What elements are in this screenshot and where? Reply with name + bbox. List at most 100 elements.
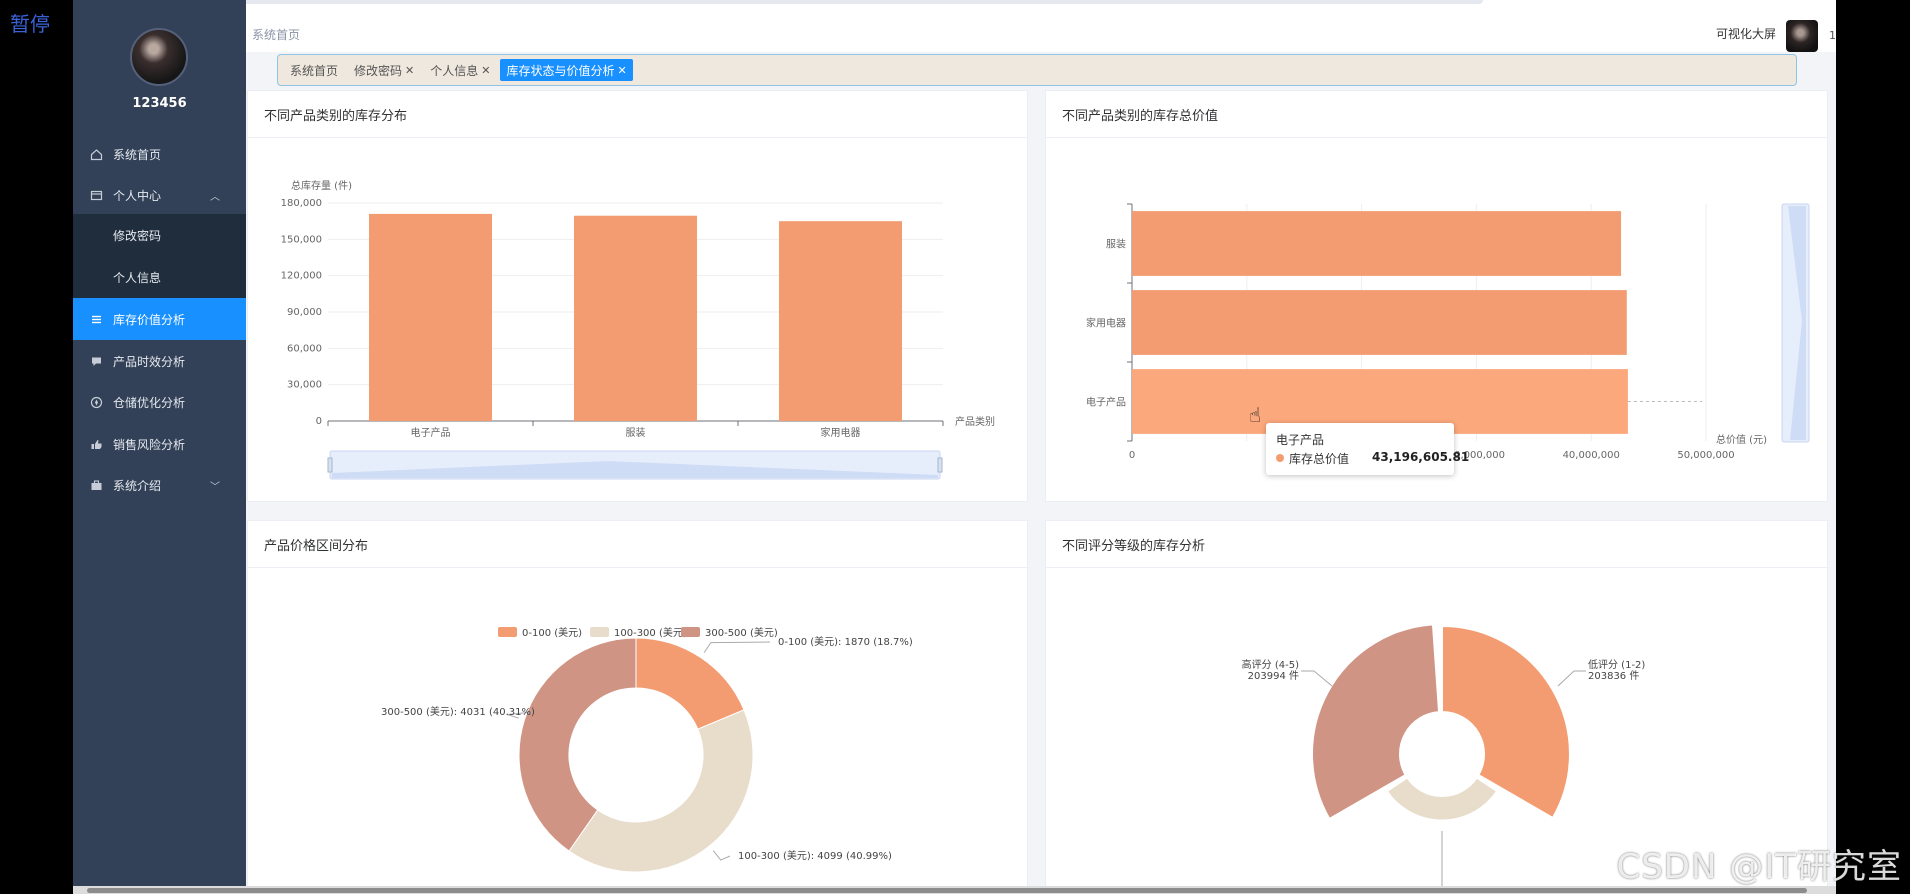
chat-bubble-icon	[89, 354, 103, 368]
rose-slice	[1441, 625, 1571, 819]
label-leader-line	[507, 711, 534, 719]
datazoom-shadow	[1788, 206, 1806, 440]
y-tick-label: 120,000	[281, 271, 322, 282]
slice-label: 100-300 (美元): 4099 (40.99%)	[738, 849, 892, 862]
card-divider	[248, 137, 1027, 138]
x-tick-label: 电子产品	[411, 426, 451, 439]
pie-slice	[568, 709, 754, 873]
slice-label: 0-100 (美元): 1870 (18.7%)	[778, 635, 913, 648]
legend-swatch	[681, 627, 700, 637]
y-tick-label: 180,000	[281, 198, 322, 209]
tab-inventory-status-value[interactable]: 库存状态与价值分析 ✕	[500, 59, 633, 81]
slice-label: 203994 件	[1248, 670, 1299, 682]
tooltip-series-dot	[1276, 454, 1284, 462]
sidebar-item-system-intro[interactable]: 系统介绍 ﹀	[73, 464, 246, 506]
y-tick-label: 150,000	[281, 234, 322, 245]
close-icon[interactable]: ✕	[405, 63, 415, 77]
tab-change-password[interactable]: 修改密码 ✕	[348, 59, 420, 81]
x-axis-label: 产品类别	[955, 415, 995, 428]
y-tick-label: 服装	[1106, 238, 1126, 251]
rose-slice	[1385, 776, 1499, 822]
x-tick-label: 服装	[626, 426, 646, 439]
x-tick-label: 50,000,000	[1677, 450, 1734, 461]
avatar[interactable]	[130, 28, 188, 86]
y-tick-label: 0	[316, 416, 322, 427]
legend-swatch	[498, 627, 517, 637]
label-leader-line	[1557, 670, 1586, 687]
tab-home[interactable]: 系统首页	[284, 59, 344, 81]
datazoom-handle-right	[937, 457, 943, 473]
tab-label: 库存状态与价值分析	[506, 63, 615, 78]
sidebar-item-label: 个人中心	[113, 188, 162, 203]
tooltip-value: 43,196,605.81	[1372, 450, 1470, 464]
legend-label: 0-100 (美元)	[522, 626, 582, 639]
sidebar-item-sales-risk[interactable]: 销售风险分析	[73, 423, 246, 465]
sidebar-item-storage-optimization[interactable]: 仓储优化分析	[73, 381, 246, 423]
breadcrumb[interactable]: 系统首页	[252, 28, 301, 42]
sidebar-item-label: 修改密码	[113, 228, 162, 243]
home-icon	[89, 147, 103, 161]
big-screen-link[interactable]: 可视化大屏	[1716, 27, 1777, 41]
slice-label: 低评分 (1-2)	[1588, 658, 1645, 671]
pie-slice	[635, 637, 745, 730]
bar	[1132, 290, 1627, 355]
scrollbar-thumb[interactable]	[87, 888, 1807, 893]
sidebar-item-inventory-value[interactable]: 库存价值分析	[73, 298, 246, 340]
tooltip-title: 电子产品	[1276, 433, 1325, 447]
sidebar-item-label: 库存价值分析	[113, 312, 186, 327]
sidebar-item-label: 产品时效分析	[113, 354, 186, 369]
tab-personal-info[interactable]: 个人信息 ✕	[424, 59, 496, 81]
tabs-bar: 系统首页 修改密码 ✕ 个人信息 ✕ 库存状态与价值分析 ✕	[277, 54, 1797, 86]
sidebar-username: 123456	[132, 96, 187, 111]
sidebar-item-change-password[interactable]: 修改密码	[73, 214, 246, 256]
card-divider	[248, 567, 1027, 568]
label-leader-line	[703, 641, 771, 653]
rose-slice	[1311, 623, 1441, 820]
card-title: 产品价格区间分布	[264, 539, 369, 554]
sidebar-item-product-timeliness[interactable]: 产品时效分析	[73, 340, 246, 382]
legend-label: 300-500 (美元)	[705, 626, 778, 639]
top-strip-bar	[183, 0, 1483, 4]
bar-chart-inventory: 总库存量 (件) 0 30,000 60,000 90,000 120,000 150,00…	[281, 179, 995, 480]
card-title: 不同产品类别的库存总价值	[1062, 109, 1219, 124]
slice-label: 高评分 (4-5)	[1242, 658, 1299, 671]
legend-label: 100-300 (美元)	[614, 626, 687, 639]
hbar-chart-total-value: 0 30,000,000 40,000,000 50,000,000 电子产品 家用电器 服…	[1086, 203, 1810, 461]
y-tick-label: 电子产品	[1086, 396, 1126, 409]
slice-label: 203836 件	[1588, 670, 1639, 682]
sidebar-item-label: 销售风险分析	[113, 437, 186, 452]
y-tick-label: 90,000	[287, 307, 322, 318]
x-tick-label: 40,000,000	[1563, 450, 1620, 461]
y-tick-label: 30,000	[287, 380, 322, 391]
sidebar-item-label: 系统介绍	[113, 478, 162, 493]
card-title: 不同产品类别的库存分布	[264, 109, 408, 124]
chevron-up-icon: ︿	[210, 191, 220, 203]
sidebar-item-home[interactable]: 系统首页	[73, 133, 246, 175]
sidebar-item-label: 仓储优化分析	[113, 395, 186, 410]
profile-card-icon	[89, 188, 103, 202]
horizontal-scrollbar[interactable]	[73, 886, 1836, 894]
bar	[779, 221, 902, 421]
header-avatar[interactable]	[1786, 20, 1818, 52]
card-price-range: 产品价格区间分布 0-100 (美元) 100-300 (美元) 300-500 (…	[247, 520, 1028, 886]
y-axis-label: 总库存量 (件)	[291, 179, 352, 192]
top-strip	[73, 0, 1836, 8]
donut-chart-price-range: 0-100 (美元) 100-300 (美元) 300-500 (美元)0-100 …	[381, 626, 913, 873]
tab-label: 系统首页	[290, 63, 339, 78]
thumb-icon	[89, 437, 103, 451]
card-title: 不同评分等级的库存分析	[1062, 539, 1206, 554]
hand-cursor-icon: ☝	[1249, 403, 1262, 427]
close-icon[interactable]: ✕	[481, 63, 491, 77]
slice-label: 300-500 (美元): 4031 (40.31%)	[381, 705, 535, 718]
card-inventory-distribution: 不同产品类别的库存分布 总库存量 (件) 0 30,000 60,000 90,000 1…	[247, 90, 1028, 502]
close-icon[interactable]: ✕	[617, 63, 627, 77]
sidebar-item-label: 个人信息	[113, 270, 162, 285]
menu-list-icon	[89, 312, 103, 326]
sidebar-item-personal-info[interactable]: 个人信息	[73, 256, 246, 298]
x-tick-label: 家用电器	[821, 426, 861, 439]
sidebar-item-profile-center[interactable]: 个人中心 ︿	[73, 174, 246, 216]
header-username[interactable]: 123456	[1829, 29, 1836, 42]
datazoom-shadow	[332, 461, 938, 478]
legend-swatch	[590, 627, 609, 637]
